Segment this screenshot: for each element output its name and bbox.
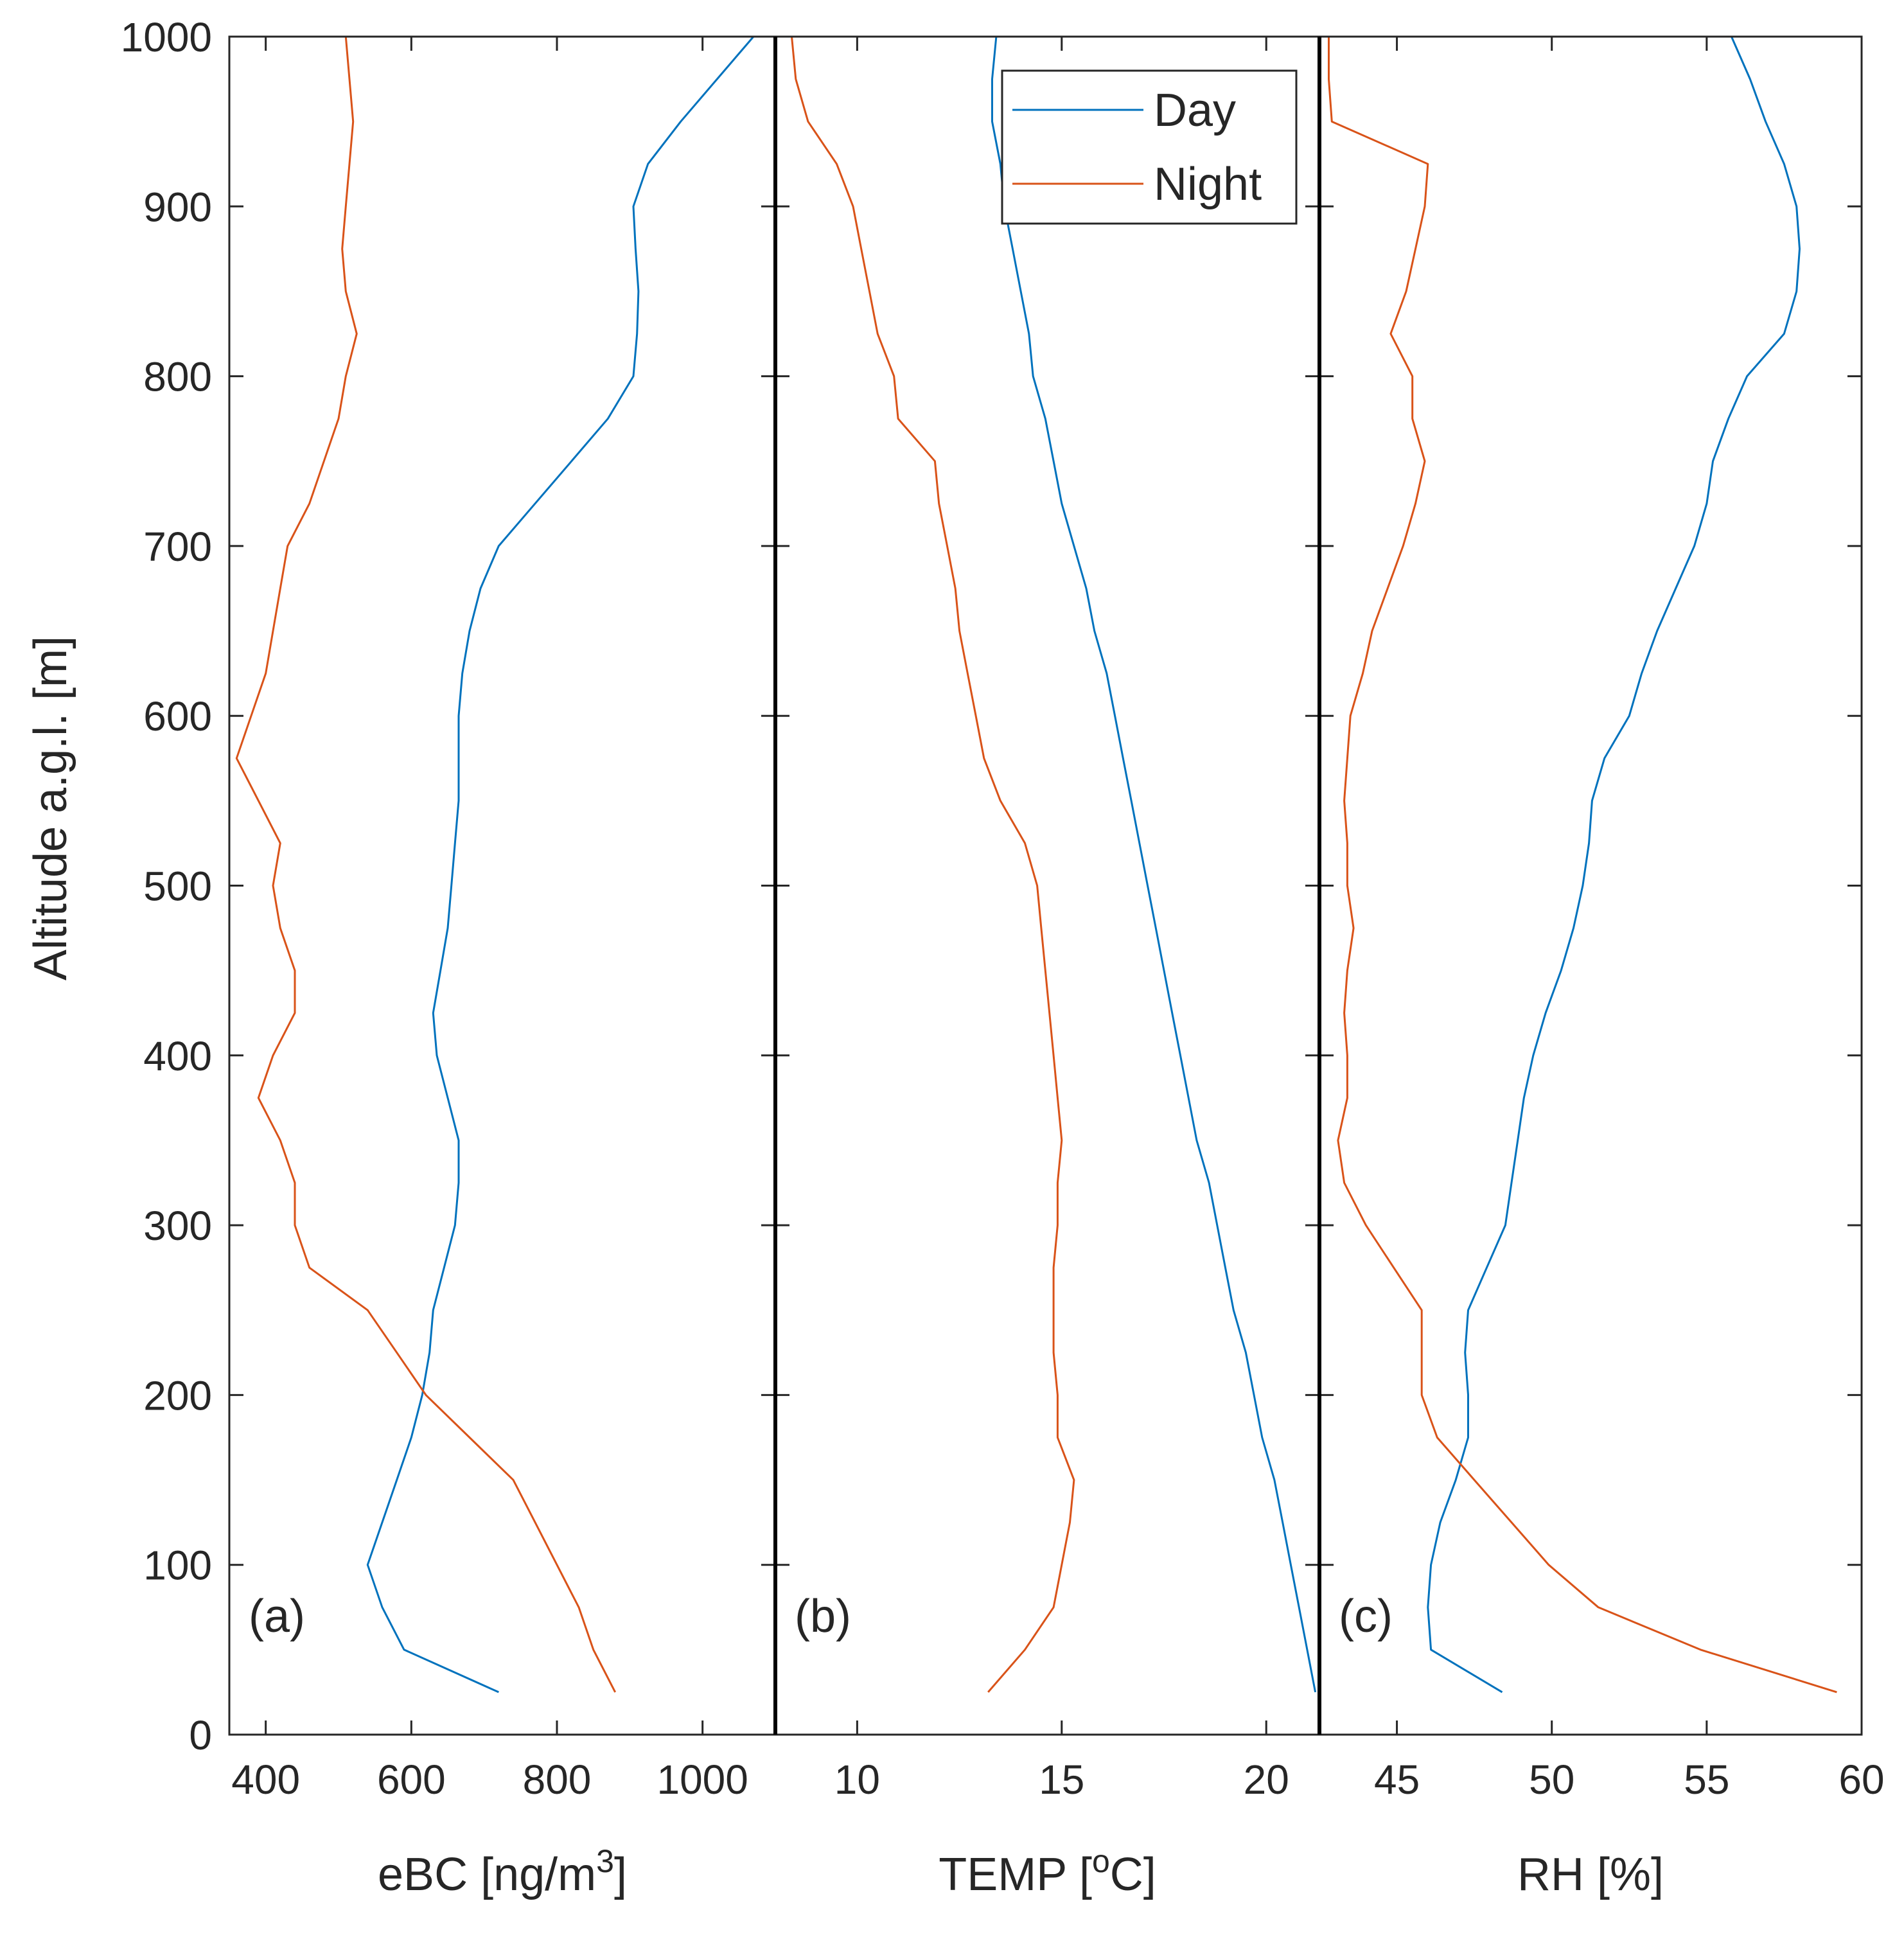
series-line-a-night: [235, 36, 617, 1693]
x-axis-label-sup-b: o: [1092, 1843, 1110, 1879]
y-tick-label-900: 900: [143, 184, 212, 230]
y-tick-label-100: 100: [143, 1543, 212, 1589]
x-axis-label-b: TEMP [oC]: [939, 1843, 1156, 1900]
y-axis-label: Altitude a.g.l. [m]: [25, 636, 76, 980]
x-axis-label-main-b: TEMP [: [939, 1849, 1092, 1900]
series-line-b-day: [991, 36, 1317, 1693]
series-line-b-night: [791, 36, 1075, 1693]
x-axis-label-tail-a: ]: [614, 1849, 627, 1900]
y-tick-label-800: 800: [143, 354, 212, 400]
panel-tag-c: (c): [1339, 1591, 1393, 1642]
x-tick-label-b-10: 10: [834, 1756, 880, 1803]
y-tick-label-1000: 1000: [121, 14, 212, 60]
axes-frame: [228, 35, 1863, 1736]
panel-c: 45 50 55 60 RH [%] (c): [1319, 35, 1885, 1900]
x-tick-label-c-60: 60: [1838, 1756, 1884, 1803]
series-line-c-day: [1427, 36, 1801, 1694]
x-axis-label-a: eBC [ng/m3]: [378, 1843, 627, 1900]
y-tick-label-0: 0: [189, 1712, 212, 1758]
legend-box: [1001, 69, 1298, 225]
x-tick-label-c-45: 45: [1374, 1756, 1420, 1803]
x-axis-label-main-a: eBC [ng/m: [378, 1849, 596, 1900]
panel-tag-a: (a): [249, 1591, 305, 1642]
legend: Day Night: [1001, 69, 1298, 225]
x-tick-label-a-800: 800: [523, 1756, 592, 1803]
series-line-c-night: [1328, 37, 1837, 1694]
y-tick-label-300: 300: [143, 1203, 212, 1249]
y-tick-label-700: 700: [143, 524, 212, 570]
x-tick-label-a-400: 400: [231, 1756, 300, 1803]
x-tick-label-a-600: 600: [377, 1756, 446, 1803]
y-tick-label-400: 400: [143, 1033, 212, 1079]
legend-day-label: Day: [1154, 85, 1236, 136]
x-axis-label-c: RH [%]: [1517, 1849, 1664, 1900]
y-tick-label-500: 500: [143, 863, 212, 910]
x-tick-label-b-20: 20: [1244, 1756, 1289, 1803]
y-tick-label-600: 600: [143, 693, 212, 739]
x-tick-label-c-50: 50: [1529, 1756, 1574, 1803]
x-tick-label-c-55: 55: [1684, 1756, 1729, 1803]
x-axis-label-sup-a: 3: [596, 1843, 614, 1879]
x-axis-label-main-c: RH [%]: [1517, 1849, 1664, 1900]
y-tick-label-200: 200: [143, 1372, 212, 1419]
x-axis-label-tail-b: C]: [1110, 1849, 1156, 1900]
panel-tag-b: (b): [795, 1591, 851, 1642]
x-tick-label-b-15: 15: [1039, 1756, 1084, 1803]
series-line-a-day: [366, 36, 755, 1694]
panel-b: 10 15 20 TEMP [oC] (b): [775, 35, 1319, 1900]
legend-night-label: Night: [1154, 159, 1262, 210]
x-tick-label-a-1000: 1000: [657, 1756, 748, 1803]
